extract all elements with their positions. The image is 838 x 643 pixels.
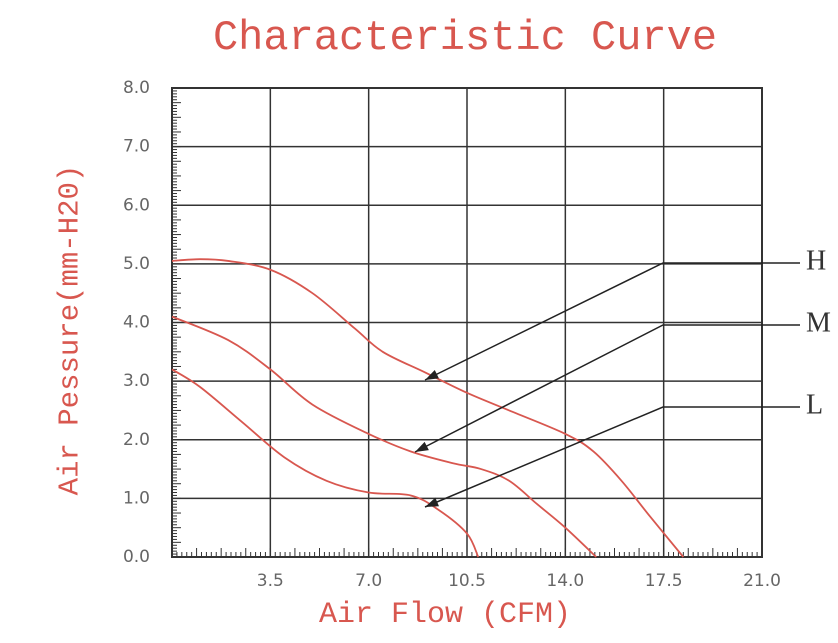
arrow-head [425, 497, 439, 507]
y-tick-label: 3.0 [123, 371, 150, 391]
y-tick-label: 1.0 [123, 488, 150, 508]
x-tick-label: 21.0 [743, 571, 781, 591]
chart-title: Characteristic Curve [213, 14, 717, 62]
y-tick-label: 7.0 [123, 137, 150, 157]
y-axis-label: Air Pessure(mm-H20) [54, 165, 87, 496]
y-tick-label: 2.0 [123, 430, 150, 450]
y-tick-label: 5.0 [123, 254, 150, 274]
y-tick-label: 0.0 [123, 547, 150, 567]
arrow-head [425, 369, 439, 380]
y-tick-label: 4.0 [123, 313, 150, 333]
curve [171, 315, 597, 558]
x-tick-label: 3.5 [257, 571, 284, 591]
curve [171, 258, 685, 558]
x-tick-label: 10.5 [448, 571, 486, 591]
series-label: L [806, 389, 823, 420]
leader-line [424, 262, 800, 381]
leader-line [424, 406, 800, 508]
series-label: M [806, 307, 831, 338]
y-tick-label: 6.0 [123, 195, 150, 215]
arrow-head [415, 441, 429, 452]
x-tick-label: 17.5 [645, 571, 683, 591]
plot-frame [171, 87, 763, 558]
curve [171, 368, 480, 558]
series-label: H [806, 245, 826, 276]
leader-line [414, 324, 800, 453]
x-axis-label: Air Flow (CFM) [319, 598, 571, 632]
x-tick-label: 14.0 [546, 571, 584, 591]
y-tick-label: 8.0 [123, 78, 150, 98]
x-tick-label: 7.0 [355, 571, 382, 591]
